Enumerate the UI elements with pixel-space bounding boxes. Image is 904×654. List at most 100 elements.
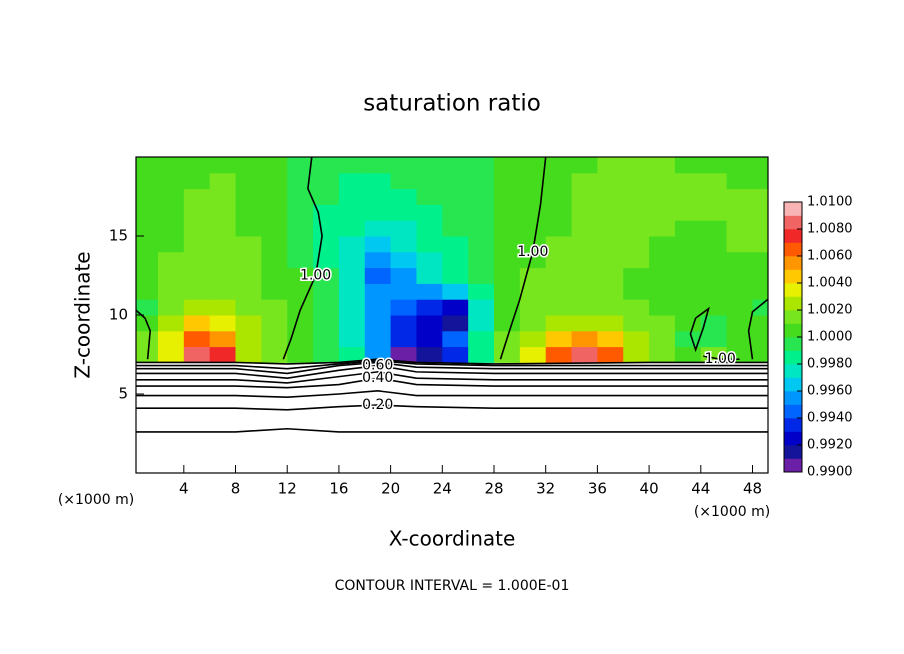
field-cell	[623, 236, 650, 253]
field-cell	[597, 267, 624, 284]
field-cell	[209, 267, 237, 284]
colorbar-tick-label: 0.9900	[807, 465, 853, 480]
field-cell	[136, 188, 159, 205]
field-cell	[261, 172, 288, 190]
contour-line	[282, 157, 323, 360]
colorbar-tick-label: 0.9920	[807, 438, 853, 453]
field-cell	[261, 236, 288, 253]
colorbar-tick-label: 1.0020	[807, 303, 853, 318]
field-cell	[700, 299, 728, 316]
colorbar-swatch	[784, 364, 802, 378]
contour-line	[136, 377, 768, 389]
colorbar-swatch	[784, 445, 802, 459]
field-cell	[157, 172, 185, 190]
field-cell	[287, 267, 314, 284]
field-cell	[468, 330, 495, 348]
field-cell	[674, 346, 702, 363]
field-cell	[726, 172, 753, 190]
field-cell	[287, 251, 314, 269]
field-cell	[571, 299, 598, 316]
field-cell	[136, 330, 159, 348]
field-cell	[494, 236, 521, 253]
colorbar-swatch	[784, 418, 802, 432]
field-cell	[261, 283, 288, 300]
field-cell	[442, 315, 469, 332]
field-cell	[183, 346, 211, 363]
field-cell	[364, 236, 392, 253]
field-cell	[494, 220, 521, 237]
contour-line	[136, 404, 768, 411]
field-cell	[313, 299, 340, 316]
field-cell	[571, 188, 598, 205]
field-cell	[649, 251, 676, 269]
field-cell	[416, 346, 443, 363]
field-cell	[157, 315, 185, 332]
contour-label: 0.60	[362, 358, 393, 374]
field-cell	[519, 251, 547, 269]
field-cell	[183, 236, 211, 253]
field-cell	[442, 299, 469, 316]
field-cell	[136, 299, 159, 316]
field-cell	[468, 204, 495, 221]
field-cell	[183, 283, 211, 300]
field-cell	[261, 267, 288, 284]
x-tick-label: 48	[743, 480, 762, 498]
field-cell	[623, 330, 650, 348]
field-cell	[157, 267, 185, 284]
field-cell	[338, 188, 366, 205]
field-cell	[674, 299, 702, 316]
field-cell	[390, 157, 417, 174]
field-cell	[209, 157, 237, 174]
field-cell	[468, 236, 495, 253]
x-tick-label: 4	[179, 480, 189, 498]
field-cell	[597, 315, 624, 332]
field-cell	[442, 157, 469, 174]
field-cell	[623, 283, 650, 300]
colorbar-swatch	[784, 458, 802, 473]
field-cell	[674, 330, 702, 348]
field-cell	[261, 188, 288, 205]
field-cell	[136, 204, 159, 221]
field-cell	[235, 188, 262, 205]
field-cell	[209, 204, 237, 221]
field-cell	[287, 315, 314, 332]
field-cell	[157, 204, 185, 221]
field-cell	[649, 283, 676, 300]
colorbar-tick-label: 1.0000	[807, 330, 853, 345]
field-cell	[726, 236, 753, 253]
field-cell	[674, 251, 702, 269]
contour-line	[136, 361, 768, 375]
field-cell	[545, 172, 573, 190]
field-cell	[519, 346, 547, 363]
field-cell	[623, 157, 650, 174]
contour-line	[747, 298, 768, 360]
x-tick-label: 40	[640, 480, 659, 498]
field-cell	[571, 315, 598, 332]
field-cell	[545, 330, 573, 348]
field-cell	[338, 157, 366, 174]
field-cell	[545, 236, 573, 253]
field-cell	[752, 251, 768, 269]
field-cell	[674, 204, 702, 221]
field-cell	[674, 188, 702, 205]
contour-line	[136, 358, 768, 365]
field-cell	[364, 267, 392, 284]
field-cell	[261, 204, 288, 221]
field-cell	[649, 236, 676, 253]
contour-line	[703, 355, 740, 361]
field-cell	[545, 346, 573, 363]
field-cell	[519, 330, 547, 348]
field-cell	[519, 188, 547, 205]
colorbar-swatch	[784, 296, 802, 311]
field-cell	[209, 346, 237, 363]
field-cell	[235, 220, 262, 237]
field-cell	[261, 330, 288, 348]
field-cell	[313, 315, 340, 332]
field-cell	[338, 204, 366, 221]
field-cell	[442, 188, 469, 205]
field-cell	[494, 251, 521, 269]
field-cell	[235, 236, 262, 253]
colorbar-tick-label: 0.9960	[807, 384, 853, 399]
field-cell	[700, 188, 728, 205]
